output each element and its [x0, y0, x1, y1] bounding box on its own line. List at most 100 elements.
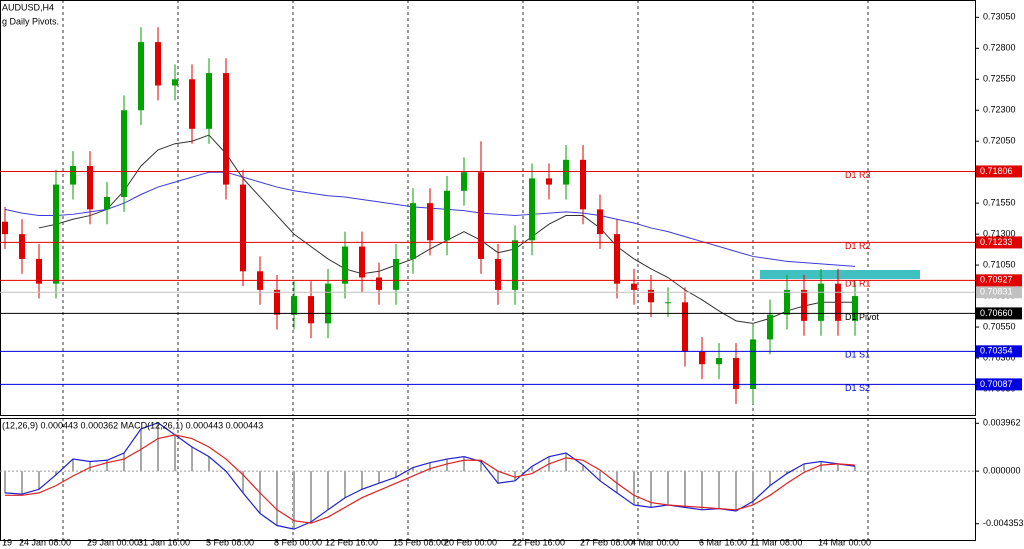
histogram-bar	[429, 462, 431, 472]
histogram-bar	[667, 471, 669, 505]
histogram-bar	[412, 467, 414, 472]
pivot-tag	[976, 165, 1022, 178]
candle-body	[784, 289, 790, 315]
y-tick-label: 0.70300	[983, 352, 1016, 362]
histogram-bar	[616, 471, 618, 493]
y-tick-label: 0.73050	[983, 12, 1016, 22]
x-tick-label: 24 Jan 08:00	[19, 537, 71, 547]
y-tick-label: 0.003962	[983, 418, 1021, 428]
histogram-bar	[565, 453, 567, 472]
histogram-bar	[38, 471, 40, 490]
candle-body	[665, 302, 671, 304]
candle-body	[53, 184, 59, 284]
pivot-label: 0.71806	[980, 166, 1013, 176]
candle-body	[648, 289, 654, 303]
x-tick-label: 14 Mar 00:00	[818, 537, 871, 547]
x-tick-label: 22 Feb 16:00	[512, 537, 565, 547]
x-tick-label: 31 Jan 16:00	[138, 537, 190, 547]
candle-body	[767, 314, 773, 340]
histogram-bar	[310, 471, 312, 522]
x-tick-label: 11 Mar 08:00	[750, 537, 802, 547]
candle-body	[529, 178, 535, 241]
candle-body	[376, 277, 382, 290]
histogram-bar	[633, 471, 635, 505]
pivot-tag	[976, 378, 1022, 391]
x-tick-label: 8 Feb 00:00	[274, 537, 322, 547]
histogram-bar	[242, 471, 244, 493]
pivot-tag	[976, 345, 1022, 358]
x-tick-label: 5 Feb 08:00	[206, 537, 254, 547]
histogram-bar	[514, 471, 516, 481]
histogram-bar	[208, 456, 210, 472]
panel-frame	[0, 0, 976, 416]
pivot-tag	[976, 307, 1022, 320]
pivot-name: D1 S2	[845, 383, 870, 393]
candle-body	[750, 339, 756, 389]
current-price-tag	[976, 286, 1022, 299]
x-tick-label: 4 Mar 00:00	[631, 537, 679, 547]
candle-body	[699, 351, 705, 365]
candle-body	[818, 283, 824, 321]
indicator-name: g Daily Pivots.	[2, 16, 59, 26]
histogram-bar	[89, 461, 91, 472]
candle-body	[138, 42, 144, 111]
candle-body	[682, 302, 688, 352]
histogram-bar	[344, 471, 346, 498]
pivot-tag	[976, 236, 1022, 249]
histogram-bar	[293, 471, 295, 530]
histogram-bar	[803, 463, 805, 472]
macd-line	[5, 434, 856, 524]
x-tick-label: 15 Feb 08:00	[393, 537, 446, 547]
histogram-bar	[497, 471, 499, 484]
histogram-bar	[701, 471, 703, 510]
y-tick-label: 0.72800	[983, 43, 1016, 53]
pivot-name: D1 R3	[845, 170, 871, 180]
histogram-bar	[191, 446, 193, 472]
macd-title: (12,26,9) 0.000443 0.000362 MACD(12,26,1…	[2, 420, 263, 430]
y-tick-label: 0.71550	[983, 198, 1016, 208]
histogram-bar	[769, 471, 771, 486]
histogram-bar	[106, 460, 108, 472]
histogram-bar	[378, 471, 380, 484]
candle-body	[308, 296, 314, 324]
candle-body	[240, 184, 246, 272]
panel-frame	[0, 418, 976, 541]
histogram-bar	[599, 471, 601, 481]
candle-body	[597, 209, 603, 235]
histogram-bar	[582, 465, 584, 472]
histogram-bar	[361, 471, 363, 490]
histogram-bar	[463, 456, 465, 472]
candle-body	[172, 79, 178, 86]
pivot-name: D1 R1	[845, 279, 871, 289]
y-tick-label: 0.70550	[983, 321, 1016, 331]
candle-body	[512, 240, 518, 290]
current-price-label: 0.70831	[980, 287, 1013, 297]
candle-body	[291, 296, 297, 315]
y-tick-label: 0.72550	[983, 74, 1016, 84]
candle-body	[87, 166, 93, 210]
candle-body	[189, 79, 195, 129]
candle-body	[580, 159, 586, 210]
candle-body	[274, 289, 280, 315]
y-tick-label: 0.72300	[983, 105, 1016, 115]
pivot-label: 0.70354	[980, 346, 1013, 356]
x-tick-label: 6 Mar 16:00	[699, 537, 747, 547]
candle-body	[19, 234, 25, 259]
candle-body	[614, 234, 620, 284]
histogram-bar	[531, 466, 533, 472]
histogram-bar	[480, 461, 482, 472]
histogram-bar	[820, 461, 822, 472]
candle-body	[495, 258, 501, 290]
histogram-bar	[735, 471, 737, 512]
histogram-bar	[72, 459, 74, 472]
candle-body	[733, 358, 739, 389]
histogram-bar	[837, 463, 839, 472]
y-tick-label: 0.000000	[983, 466, 1021, 476]
histogram-bar	[276, 471, 278, 526]
pivot-name: D1 R2	[845, 241, 871, 251]
x-tick-label: 19	[2, 537, 12, 547]
candle-body	[461, 172, 467, 191]
histogram-bar	[174, 434, 176, 472]
histogram-bar	[327, 471, 329, 510]
